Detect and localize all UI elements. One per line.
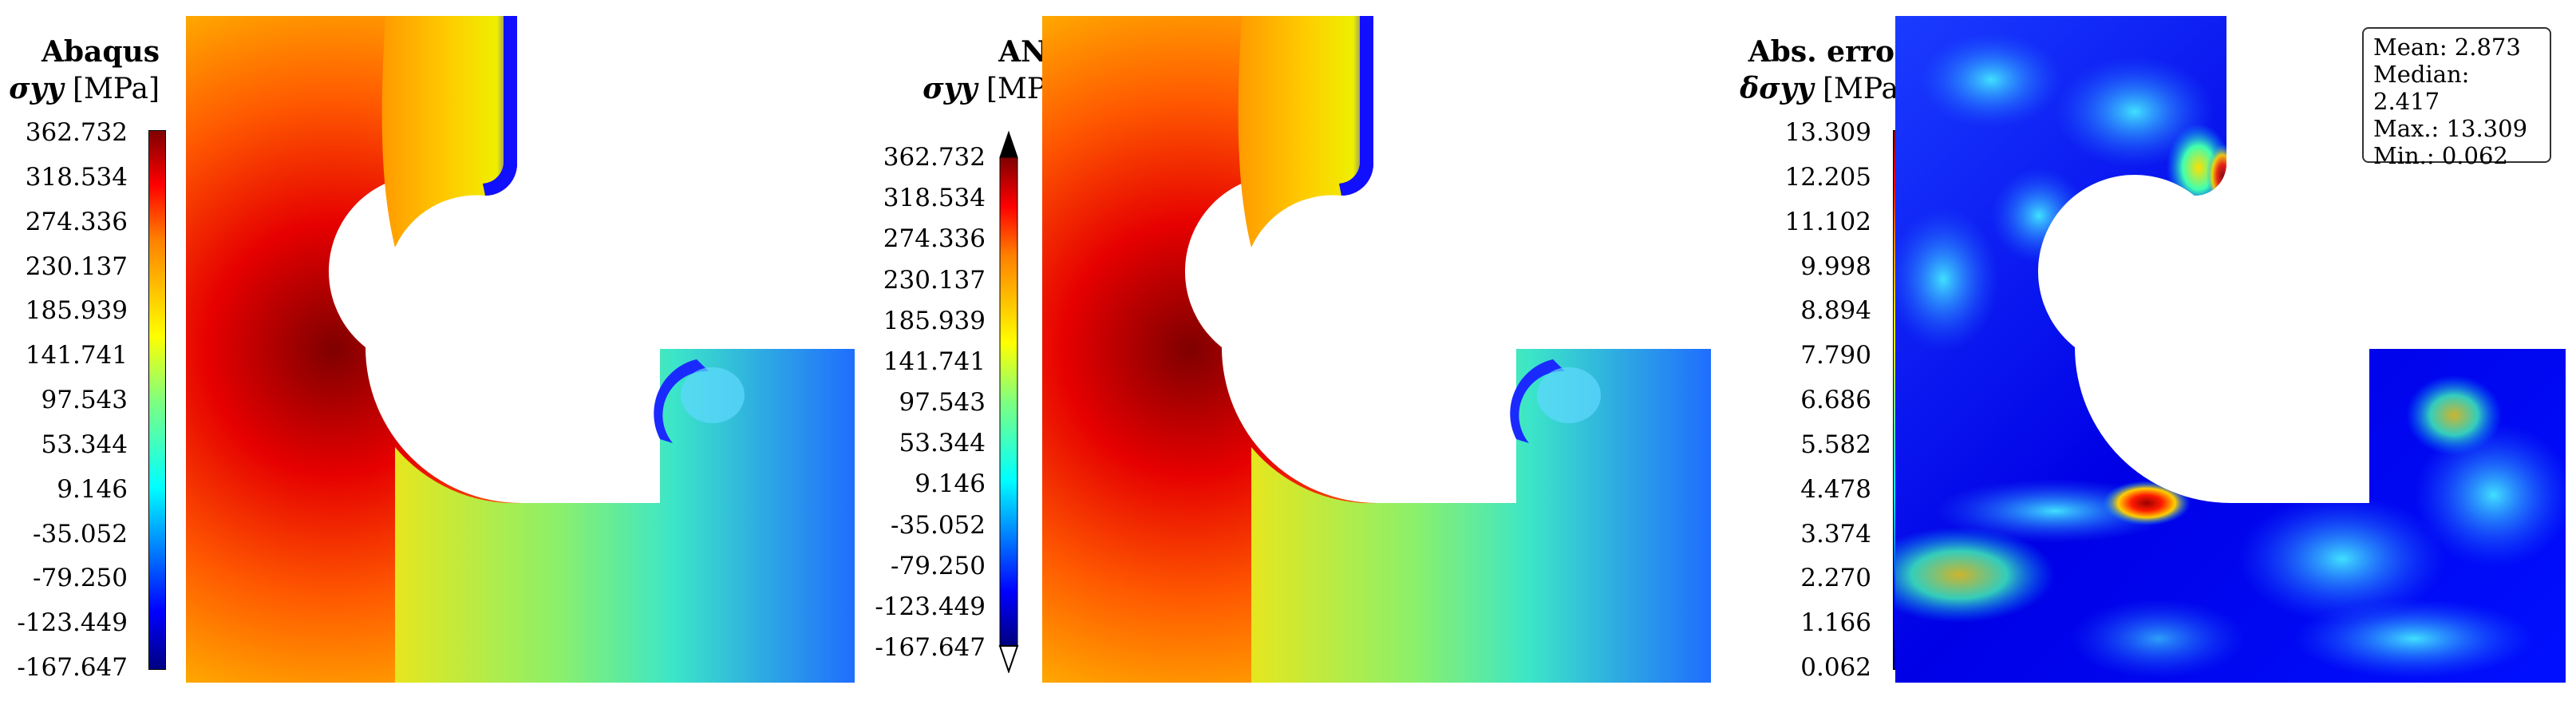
tick-label: 362.732 [883,143,986,172]
quantity-symbol: δσyy [1740,72,1814,105]
tick-label: 141.741 [883,347,986,376]
panel-abaqus: Abaqus σyy [MPa] 362.732 318.534 274.336… [0,0,858,701]
colorbar [148,130,166,670]
unit-label: [MPa] [72,73,160,105]
colorbar-ticks: 362.732 318.534 274.336 230.137 185.939 … [0,118,128,682]
tick-label: 13.309 [1784,118,1871,147]
tick-label: 8.894 [1800,296,1871,326]
tick-label: 0.062 [1800,653,1871,682]
stats-mean: Mean: 2.873 [2373,34,2521,61]
tick-label: -35.052 [33,519,128,549]
tick-label: 318.534 [25,162,128,192]
tick-label: -79.250 [891,551,986,580]
panel-ann: ANN σyy [MPa] 362.732 318.534 274.336 23… [858,0,1716,701]
colorbar [998,130,1019,673]
tick-label: -79.250 [33,564,128,593]
tick-label: 7.790 [1800,341,1871,370]
panel-abs-error: Abs. error δσyy [MPa] 13.309 12.205 11.1… [1716,0,2576,701]
tick-label: 12.205 [1784,162,1871,192]
tick-label: -167.647 [17,653,128,682]
stats-box: Mean: 2.873 Median: 2.417 Max.: 13.309 M… [2362,27,2551,169]
tick-label: 2.270 [1800,564,1871,593]
tick-label: 97.543 [41,386,128,414]
unit-label: [MPa] [1822,73,1910,105]
tick-label: -35.052 [891,510,986,540]
tick-label: 11.102 [1784,207,1871,236]
stats-median: Median: 2.417 [2373,61,2470,115]
tick-label: 6.686 [1800,386,1871,414]
tick-label: 230.137 [25,251,128,281]
stats-min: Min.: 0.062 [2373,142,2508,169]
tick-label: 318.534 [883,184,986,213]
tick-label: 141.741 [25,341,128,370]
colorbar-ticks: 362.732 318.534 274.336 230.137 185.939 … [858,143,986,662]
tick-label: 1.166 [1800,608,1871,638]
tick-label: 185.939 [25,296,128,326]
tick-label: 97.543 [899,388,986,417]
tick-label: -167.647 [875,633,986,662]
tick-label: 4.478 [1800,474,1871,504]
tick-label: -123.449 [17,608,128,638]
quantity-symbol: σyy [9,72,64,105]
quantity-symbol: σyy [923,72,978,105]
stats-max: Max.: 13.309 [2373,115,2528,142]
tick-label: 9.146 [915,469,986,499]
tick-label: 274.336 [883,224,986,254]
tick-label: 9.998 [1800,251,1871,281]
tick-label: 5.582 [1800,430,1871,459]
colorbar-ticks: 13.309 12.205 11.102 9.998 8.894 7.790 6… [1716,118,1871,682]
tick-label: 185.939 [883,306,986,335]
quantity-label: δσyy [MPa] [1740,72,1910,105]
tick-label: 9.146 [57,474,128,504]
tick-label: 274.336 [25,207,128,236]
stress-field-plot [186,16,855,683]
tick-label: -123.449 [875,592,986,621]
stress-field-plot [1042,16,1711,683]
panel-title: Abaqus [41,35,160,69]
tick-label: 3.374 [1800,519,1871,549]
tick-label: 53.344 [899,429,986,458]
error-field-plot [1895,16,2566,683]
tick-label: 362.732 [25,118,128,147]
tick-label: 230.137 [883,265,986,295]
quantity-label: σyy [MPa] [9,72,160,105]
panel-title: Abs. error [1748,35,1910,69]
tick-label: 53.344 [41,430,128,459]
